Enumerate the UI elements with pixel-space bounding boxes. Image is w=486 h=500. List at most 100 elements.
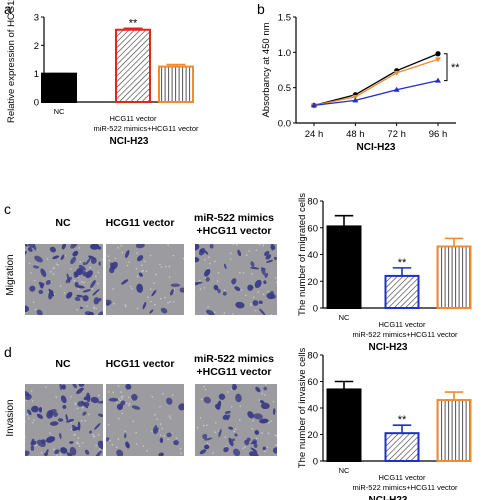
pore xyxy=(214,421,217,424)
pore xyxy=(169,300,171,303)
stained-cell xyxy=(76,285,85,289)
stained-cell xyxy=(160,307,168,314)
micrograph-migration-2 xyxy=(106,244,184,315)
stained-cell xyxy=(60,447,68,454)
stained-cell xyxy=(158,452,164,456)
stained-cell xyxy=(76,387,84,395)
x-tick-label: 24 h xyxy=(305,129,324,140)
pore xyxy=(121,251,124,254)
pore xyxy=(107,255,110,258)
pore xyxy=(127,396,130,399)
pore xyxy=(198,279,201,282)
pore xyxy=(120,396,123,398)
pore xyxy=(55,263,58,265)
stained-cell xyxy=(169,288,174,296)
stained-cell xyxy=(247,284,254,291)
stained-cell xyxy=(263,386,268,391)
stained-cell xyxy=(124,250,130,258)
stained-cell xyxy=(98,261,101,266)
pore xyxy=(207,267,209,270)
stained-cell xyxy=(72,384,77,389)
pore xyxy=(154,413,156,416)
series-point xyxy=(352,97,359,103)
y-tick-label: 0.0 xyxy=(278,119,291,130)
stained-cell xyxy=(222,291,227,296)
pore xyxy=(199,417,202,419)
pore xyxy=(203,286,206,289)
stained-cell xyxy=(205,277,210,282)
pore xyxy=(117,417,120,420)
pore xyxy=(52,273,55,275)
stained-cell xyxy=(228,437,234,447)
series-line-1 xyxy=(313,53,439,106)
pore xyxy=(99,448,101,450)
photo-header-mimics-c-1: miR-522 mimics xyxy=(194,212,274,224)
y-tick-label: 40 xyxy=(307,404,318,415)
series-point xyxy=(352,94,359,100)
stained-cell xyxy=(159,437,164,444)
pore xyxy=(97,271,100,273)
stained-cell xyxy=(38,289,44,295)
pore xyxy=(56,454,58,456)
pore xyxy=(34,308,37,311)
pore xyxy=(115,446,118,448)
stained-cell xyxy=(84,401,90,407)
stained-cell xyxy=(31,438,35,445)
pore xyxy=(116,401,118,404)
pore xyxy=(203,385,205,388)
micrograph-background xyxy=(106,384,184,456)
stained-cell xyxy=(32,265,40,269)
pore xyxy=(40,452,43,454)
pore xyxy=(142,445,145,447)
pore xyxy=(35,444,37,447)
pore xyxy=(145,270,148,273)
pore xyxy=(81,406,84,409)
stained-cell xyxy=(49,421,59,426)
stained-cell xyxy=(264,272,269,278)
stained-cell xyxy=(124,433,127,439)
panel-letter-a: a xyxy=(4,1,12,17)
pore xyxy=(111,443,114,446)
pore xyxy=(223,312,226,314)
bar-3 xyxy=(158,65,194,104)
pore xyxy=(160,297,162,300)
pore xyxy=(124,305,127,308)
pore xyxy=(150,300,152,303)
stained-cell xyxy=(60,395,67,404)
pore xyxy=(199,288,202,290)
y-tick-label: 1.5 xyxy=(278,13,291,24)
stained-cell xyxy=(204,444,210,450)
pore xyxy=(217,430,220,432)
stained-cell xyxy=(33,405,37,409)
pore xyxy=(216,280,219,282)
stained-cell xyxy=(71,424,78,431)
stained-cell xyxy=(76,268,84,276)
stained-cell xyxy=(49,246,56,253)
pore xyxy=(206,424,208,427)
pore xyxy=(32,301,35,303)
pore xyxy=(89,266,92,269)
pore xyxy=(25,420,26,423)
significance-marker: ** xyxy=(398,414,407,426)
stained-cell xyxy=(61,386,66,390)
pore xyxy=(147,296,149,299)
pore xyxy=(224,436,227,438)
pore xyxy=(252,419,254,422)
pore xyxy=(94,275,97,278)
stained-cell xyxy=(93,297,100,305)
pore xyxy=(136,307,139,310)
pore xyxy=(59,285,62,287)
stained-cell xyxy=(217,288,221,294)
stained-cell xyxy=(25,305,29,313)
pore xyxy=(149,254,152,257)
stained-cell xyxy=(265,254,272,260)
pore xyxy=(262,293,265,296)
stained-cell xyxy=(272,447,277,454)
pore xyxy=(265,384,267,385)
pore xyxy=(120,244,123,247)
stained-cell xyxy=(76,294,84,298)
significance-marker: ** xyxy=(451,62,460,74)
pore xyxy=(154,303,156,306)
bar-1 xyxy=(326,225,362,310)
pore xyxy=(275,281,277,284)
